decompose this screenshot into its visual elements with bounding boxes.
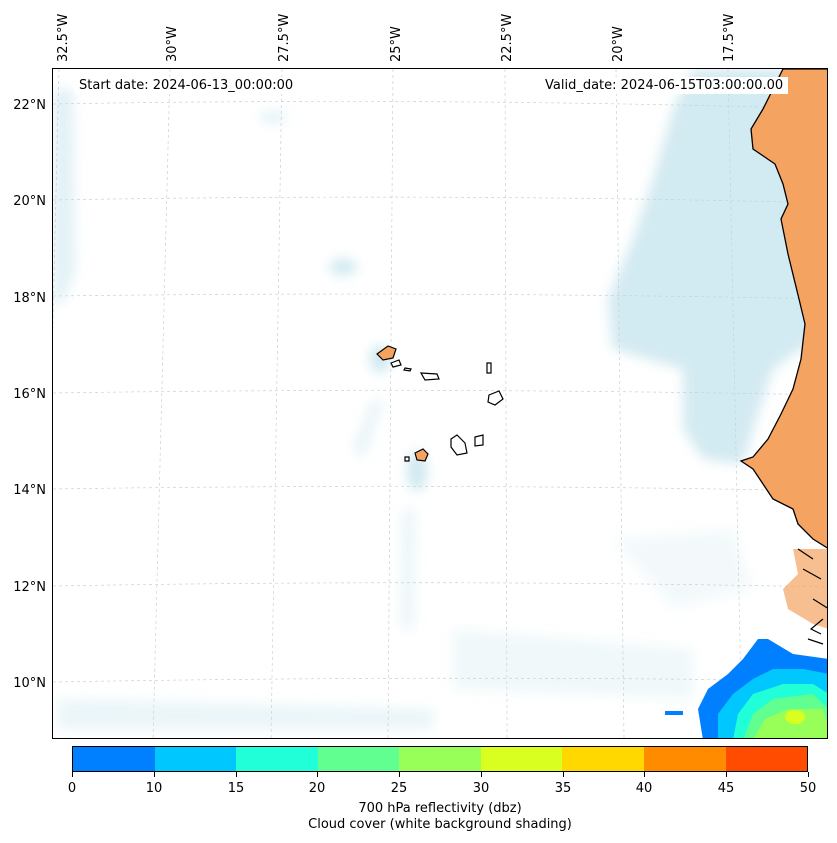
colorbar-tick: [399, 772, 400, 777]
colorbar-tick: [236, 772, 237, 777]
island-fogo: [414, 448, 429, 462]
colorbar-tick-label: 45: [717, 781, 735, 796]
lat-label-12n: 12°N: [13, 580, 46, 595]
colorbar-segment-1: [154, 747, 237, 771]
lat-label-14n: 14°N: [13, 483, 46, 498]
valid-date-label: Valid_date: 2024-06-15T03:00:00.00: [540, 77, 789, 94]
colorbar-segment-3: [317, 747, 400, 771]
colorbar-tick: [726, 772, 727, 777]
colorbar: [72, 746, 808, 772]
colorbar-tick: [154, 772, 155, 777]
lon-label-27-5w: 27.5°W: [277, 13, 292, 62]
africa-land: [739, 69, 827, 645]
colorbar-title-line2: Cloud cover (white background shading): [308, 817, 572, 832]
island-sao-vicente: [390, 359, 402, 368]
cape-verde-islands: [376, 345, 504, 462]
colorbar-tick: [72, 772, 73, 777]
gridlines: [53, 69, 827, 738]
colorbar-tick-label: 20: [308, 781, 326, 796]
colorbar-tick: [808, 772, 809, 777]
island-sal: [486, 362, 492, 374]
map-panel: [52, 68, 828, 739]
lon-label-30w: 30°W: [165, 26, 180, 62]
lon-label-22-5w: 22.5°W: [500, 13, 515, 62]
lon-label-17-5w: 17.5°W: [722, 13, 737, 62]
colorbar-segment-5: [480, 747, 563, 771]
lon-label-32-5w: 32.5°W: [56, 13, 71, 62]
lat-label-22n: 22°N: [13, 98, 46, 113]
colorbar-segment-8: [725, 747, 808, 771]
lat-label-20n: 20°N: [13, 194, 46, 209]
colorbar-tick-label: 40: [635, 781, 653, 796]
colorbar-title-line1: 700 hPa reflectivity (dbz): [358, 801, 522, 816]
island-maio: [474, 434, 484, 447]
island-santo-antao: [376, 345, 397, 361]
colorbar-tick: [563, 772, 564, 777]
colorbar-tick-label: 35: [554, 781, 572, 796]
colorbar-segment-7: [643, 747, 726, 771]
map-canvas: [53, 69, 827, 738]
lat-label-16n: 16°N: [13, 387, 46, 402]
lon-label-25w: 25°W: [389, 26, 404, 62]
colorbar-segment-6: [562, 747, 644, 771]
colorbar-tick-label: 0: [67, 781, 77, 796]
island-brava: [404, 456, 410, 462]
colorbar-tick: [481, 772, 482, 777]
colorbar-segment-4: [399, 747, 481, 771]
cloud-cover: [53, 69, 827, 729]
colorbar-tick: [644, 772, 645, 777]
colorbar-tick: [317, 772, 318, 777]
colorbar-tick-label: 30: [472, 781, 490, 796]
island-boa-vista: [487, 390, 504, 406]
colorbar-title: 700 hPa reflectivity (dbz) Cloud cover (…: [72, 801, 808, 833]
lat-label-10n: 10°N: [13, 676, 46, 691]
island-sao-nicolau: [419, 372, 440, 381]
island-santiago: [450, 434, 468, 456]
colorbar-tick-label: 25: [390, 781, 408, 796]
colorbar-tick-label: 10: [145, 781, 163, 796]
colorbar-tick-label: 15: [227, 781, 245, 796]
start-date-label: Start date: 2024-06-13_00:00:00: [74, 77, 299, 94]
reflectivity-area: [665, 639, 827, 738]
lon-label-20w: 20°W: [611, 26, 626, 62]
lat-label-18n: 18°N: [13, 291, 46, 306]
colorbar-segment-2: [236, 747, 318, 771]
colorbar-segment-0: [73, 747, 155, 771]
island-santa-luzia: [403, 367, 412, 372]
colorbar-tick-label: 50: [799, 781, 817, 796]
